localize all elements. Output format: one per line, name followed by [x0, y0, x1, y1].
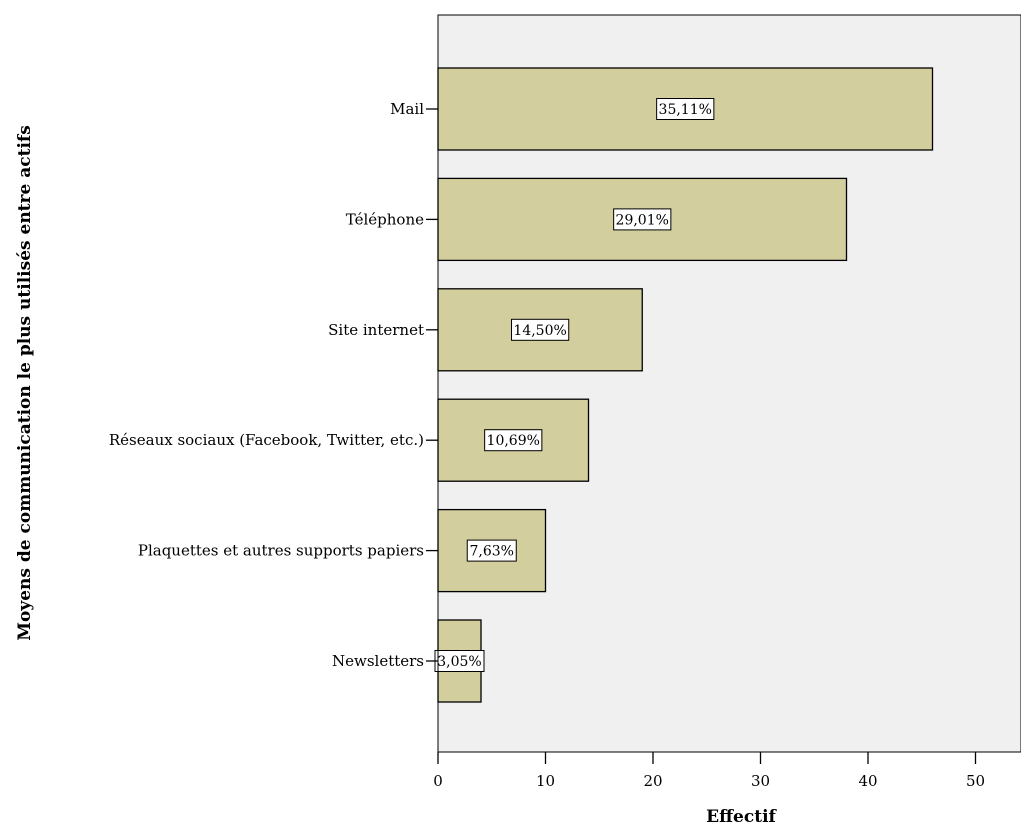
- data-label-box: [656, 98, 715, 120]
- y-axis-title: Moyens de communication le plus utilisés…: [15, 125, 35, 641]
- y-axis: Mail Téléphone Site internet Réseaux sociau…: [109, 15, 439, 752]
- data-label-box: [613, 208, 672, 231]
- data-label-box: [484, 429, 543, 452]
- x-tick-label: 30: [751, 772, 770, 790]
- x-tick-label: 50: [966, 772, 985, 790]
- category-label: Téléphone: [346, 210, 424, 228]
- category-label: Plaquettes et autres supports papiers: [138, 542, 424, 560]
- data-label: 10,69%: [487, 433, 540, 449]
- x-tick-label: 0: [433, 772, 443, 790]
- x-tick-label: 40: [858, 772, 877, 790]
- data-label: 29,01%: [616, 212, 669, 228]
- x-tick-label: 10: [536, 772, 555, 790]
- data-label: 35,11%: [659, 102, 712, 118]
- category-label: Réseaux sociaux (Facebook, Twitter, etc.…: [109, 431, 424, 449]
- percent-labels-layer: 35,11% 29,01% 14,50% 10,69% 7,63% 3,05%: [434, 98, 715, 672]
- category-label: Newsletters: [332, 652, 424, 670]
- data-label: 3,05%: [437, 654, 481, 670]
- data-label: 7,63%: [470, 544, 514, 560]
- data-label: 14,50%: [513, 323, 566, 339]
- category-label: Site internet: [328, 321, 424, 339]
- x-axis-title: Effectif: [706, 807, 777, 827]
- x-tick-label: 20: [643, 772, 662, 790]
- x-axis: 0 10 20 30 40 50: [433, 751, 1021, 790]
- data-label-box: [511, 318, 570, 341]
- category-label: Mail: [390, 100, 424, 118]
- data-label-box: [466, 539, 517, 562]
